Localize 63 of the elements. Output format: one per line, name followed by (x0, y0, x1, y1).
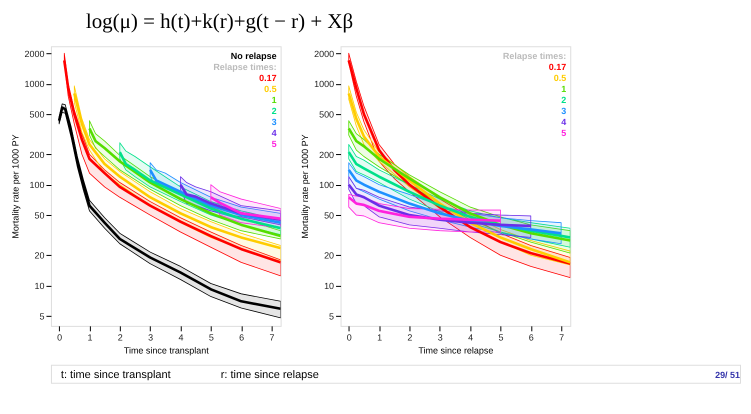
text: r: time since relapse (220, 368, 319, 381)
text: 2 (272, 106, 277, 116)
y-tick-label: 500 (319, 110, 334, 120)
x-tick-label: 5 (208, 332, 214, 342)
x-axis-title: Time since transplant (124, 345, 210, 356)
x-tick-label: 1 (377, 332, 382, 342)
y-tick-label: 10 (34, 281, 44, 292)
x-tick-label: 2 (118, 332, 123, 342)
line-series (210, 196, 281, 220)
text: 29/ 51 (715, 370, 740, 380)
y-tick-label: 1000 (24, 79, 44, 90)
y-tick-label: 20 (34, 250, 44, 261)
y-tick-label: 50 (324, 210, 334, 221)
x-tick-label: 1 (87, 332, 92, 342)
y-tick-label: 50 (34, 210, 44, 221)
text: 1 (272, 95, 277, 106)
y-tick-label: 500 (29, 110, 44, 120)
y-tick-label: 5 (39, 312, 44, 322)
x-tick-label: 6 (528, 332, 534, 342)
y-axis-title: Mortality rate per 1000 PY (300, 134, 310, 239)
x-tick-label: 2 (407, 332, 412, 342)
text: 0.17 (548, 62, 566, 72)
legend-title: Relapse times: (502, 51, 566, 62)
x-tick-label: 0 (346, 332, 352, 342)
legend-title: Relapse times: (213, 62, 277, 72)
text: 0.5 (264, 84, 277, 94)
x-tick-label: 4 (468, 332, 474, 342)
y-tick-label: 10 (324, 281, 334, 292)
y-tick-label: 20 (324, 250, 334, 261)
text: 5 (272, 139, 277, 150)
x-tick-label: 6 (239, 332, 244, 342)
y-tick-label: 5 (329, 312, 334, 322)
text: 5 (561, 128, 566, 138)
text: 4 (272, 128, 277, 138)
y-tick-label: 1000 (314, 79, 334, 90)
y-tick-label: 200 (319, 150, 334, 160)
x-tick-label: 5 (498, 332, 504, 342)
line-series (148, 168, 281, 224)
line-series (347, 196, 502, 222)
text: 4 (561, 117, 566, 128)
x-tick-label: 0 (57, 332, 62, 342)
text: 0.5 (554, 73, 566, 84)
y-axis-title: Mortality rate per 1000 PY (10, 134, 20, 239)
text: t: time since transplant (60, 368, 171, 381)
text: No relapse (230, 51, 277, 62)
y-tick-label: 100 (319, 180, 334, 190)
chart-title: log(μ) = h(t)+k(r)+g(t − r) + Xβ (86, 9, 354, 34)
y-tick-label: 100 (29, 180, 44, 190)
x-tick-label: 4 (178, 332, 184, 342)
x-tick-label: 3 (438, 332, 443, 342)
text: 3 (561, 106, 566, 116)
x-tick-label: 7 (270, 332, 275, 342)
x-tick-label: 7 (559, 332, 564, 342)
y-tick-label: 2000 (24, 48, 44, 59)
line-series (118, 150, 281, 230)
text: 1 (561, 84, 566, 94)
text: 3 (272, 117, 277, 128)
y-tick-label: 200 (29, 150, 44, 160)
text: 2 (561, 95, 566, 106)
text: 0.17 (259, 73, 277, 84)
x-tick-label: 3 (148, 332, 154, 342)
x-axis-title: Time since relapse (418, 345, 494, 356)
y-tick-label: 2000 (314, 48, 334, 59)
